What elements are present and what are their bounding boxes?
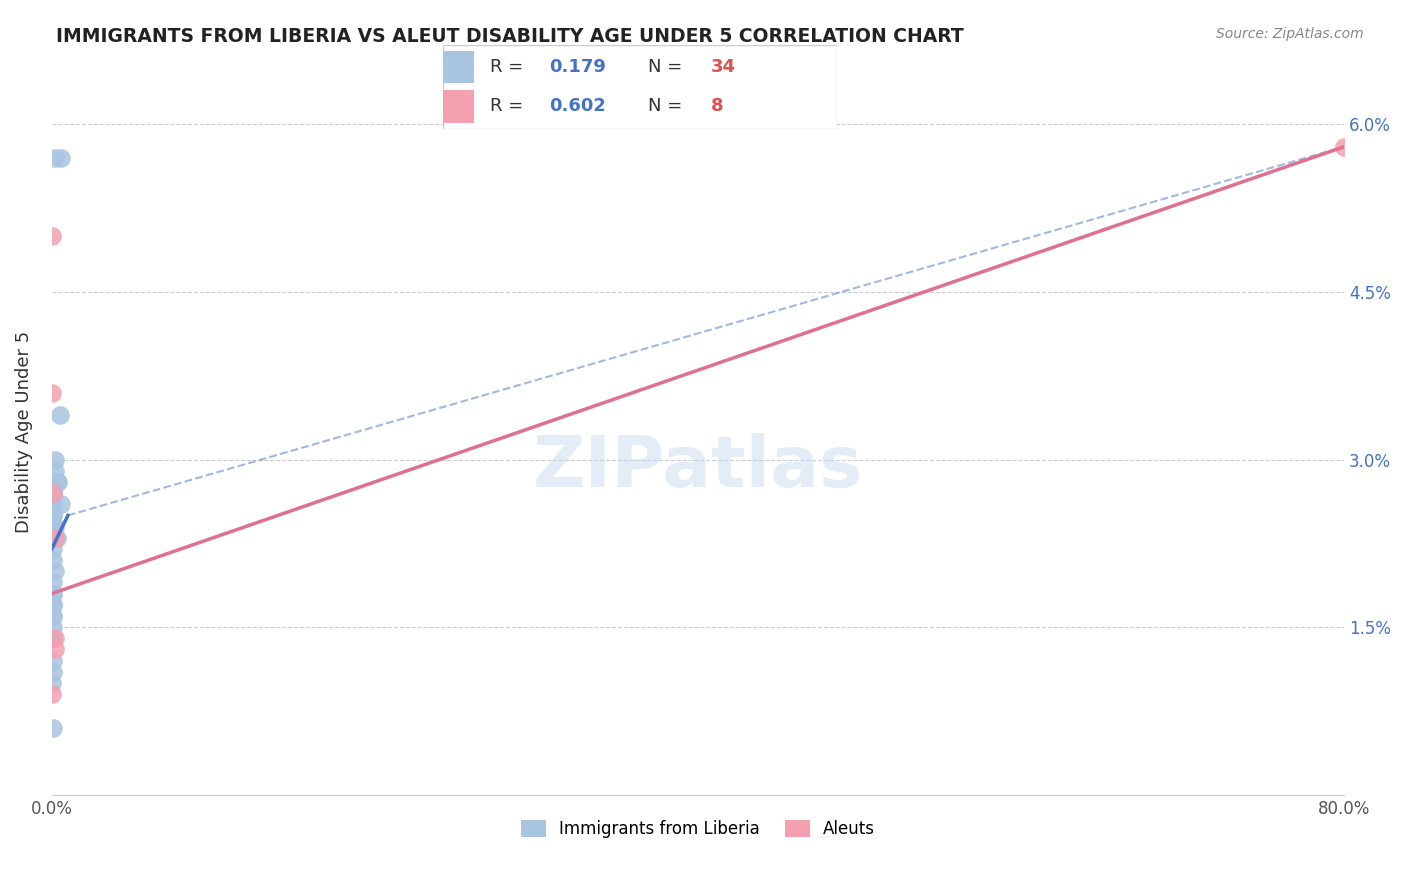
Point [44,642,66,657]
Point [42,475,65,489]
Point [44,564,66,578]
Point [42,620,65,634]
Point [42,609,65,624]
Text: R =: R = [491,97,529,115]
Point [42,486,65,500]
Point [42,598,65,612]
Point [42,632,65,646]
Point [44,632,66,646]
Text: ZIPatlas: ZIPatlas [533,434,863,502]
Point [41,229,63,244]
Text: N =: N = [648,97,688,115]
Text: IMMIGRANTS FROM LIBERIA VS ALEUT DISABILITY AGE UNDER 5 CORRELATION CHART: IMMIGRANTS FROM LIBERIA VS ALEUT DISABIL… [56,27,965,45]
Text: Source: ZipAtlas.com: Source: ZipAtlas.com [1216,27,1364,41]
Point [44,519,66,533]
Point [49,408,72,422]
Point [42,586,65,600]
Point [45,475,67,489]
Point [41,687,63,701]
Point [42,508,65,523]
Point [42,721,65,735]
Text: 0.602: 0.602 [550,97,606,115]
Point [42,598,65,612]
Text: N =: N = [648,58,688,76]
Point [42,519,65,533]
Point [41,676,63,690]
Point [45,531,67,545]
Point [44,452,66,467]
Point [46,475,69,489]
Text: R =: R = [491,58,529,76]
Point [42,531,65,545]
Point [42,541,65,556]
Point [42,497,65,511]
Bar [443,90,474,122]
Point [42,586,65,600]
Point [42,486,65,500]
FancyBboxPatch shape [443,45,837,129]
Point [44,464,66,478]
Point [42,575,65,590]
Point [42,665,65,679]
Point [42,553,65,567]
Point [42,609,65,624]
Point [42,508,65,523]
Point [51,497,73,511]
Point [42,632,65,646]
Bar [443,51,474,83]
Point [51,151,73,165]
Point [44,151,66,165]
Point [42,654,65,668]
Text: 8: 8 [710,97,723,115]
Point [1333,139,1355,153]
Text: 34: 34 [710,58,735,76]
Text: 0.179: 0.179 [550,58,606,76]
Point [44,531,66,545]
Legend: Immigrants from Liberia, Aleuts: Immigrants from Liberia, Aleuts [515,813,882,845]
Y-axis label: Disability Age Under 5: Disability Age Under 5 [15,331,32,533]
Point [41,385,63,400]
